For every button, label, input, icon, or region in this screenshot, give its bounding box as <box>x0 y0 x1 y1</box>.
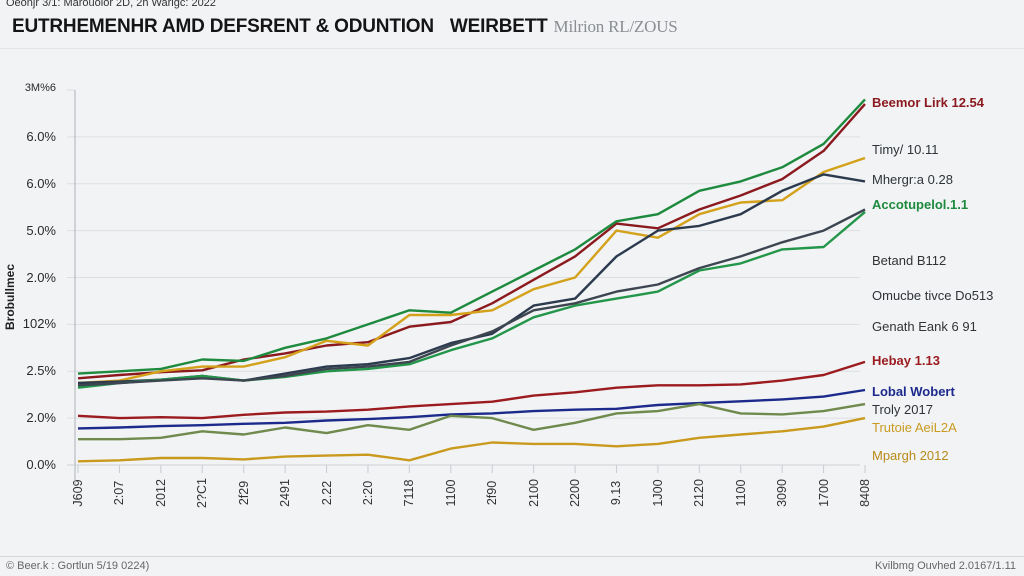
chart-title-unit: Milrion RL/ZOUS <box>553 17 678 36</box>
series-label: Troly 2017 <box>872 402 933 417</box>
footer-divider <box>0 556 1024 557</box>
series-label: Trutoie AeiL2A <box>872 420 957 435</box>
footer-source-right: Kvilbmg Ouvhed 2.0167/1.11 <box>874 560 1016 572</box>
series-line-6 <box>77 360 866 420</box>
y-tick-label: 0.0% <box>26 457 56 472</box>
series-line-9 <box>77 416 866 463</box>
series-label: Accotupelol.1.1 <box>872 197 969 212</box>
series-line-1 <box>77 156 866 385</box>
y-tick-label: 2.0% <box>26 410 56 426</box>
series-label: Mpargh 2012 <box>872 448 949 463</box>
chart-title: EUTRHEMENHR AMD DEFSRENT & ODUNTION WEIRB… <box>12 16 678 38</box>
series-line-7 <box>77 388 866 430</box>
y-tick-label: 102% <box>22 316 56 332</box>
series-label: Mhergr:a 0.28 <box>872 172 953 187</box>
header-divider <box>0 48 1024 49</box>
y-tick-label: 2.0% <box>26 269 56 285</box>
series-line-3 <box>77 98 866 375</box>
series-line-0 <box>77 103 866 380</box>
chart-title-suffix: WEIRBETT <box>449 16 548 37</box>
y-tick-label: 2.5% <box>26 363 56 379</box>
series-line-2 <box>77 173 866 385</box>
y-tick-label: 6.0% <box>26 128 56 144</box>
series-label: Beemor Lirk 12.54 <box>872 95 985 110</box>
series-label: Lobal Wobert <box>872 384 955 399</box>
y-tick-label: 3M%6 <box>24 82 56 94</box>
series-line-4 <box>77 210 866 389</box>
series-label: Genath Eank 6 91 <box>872 319 977 334</box>
series-label: Hebay 1.13 <box>872 353 940 368</box>
series-label: Betand B112 <box>872 253 947 268</box>
series-label: Timy/ 10.11 <box>872 142 939 157</box>
series-label: Omucbe tivce Do513 <box>872 288 994 303</box>
series-line-5 <box>77 208 866 387</box>
chart-title-main: EUTRHEMENHR AMD DEFSRENT & ODUNTION <box>12 16 434 37</box>
footer-source-left: © Beer.k : Gortlun 5/19 0224) <box>6 560 150 572</box>
y-tick-label: 6.0% <box>26 175 56 191</box>
top-note: Oeonjr 3/1: Marouolor 2D, 2h Warigc: 202… <box>6 0 216 9</box>
y-tick-label: 5.0% <box>26 222 56 238</box>
series-line-8 <box>78 402 866 441</box>
